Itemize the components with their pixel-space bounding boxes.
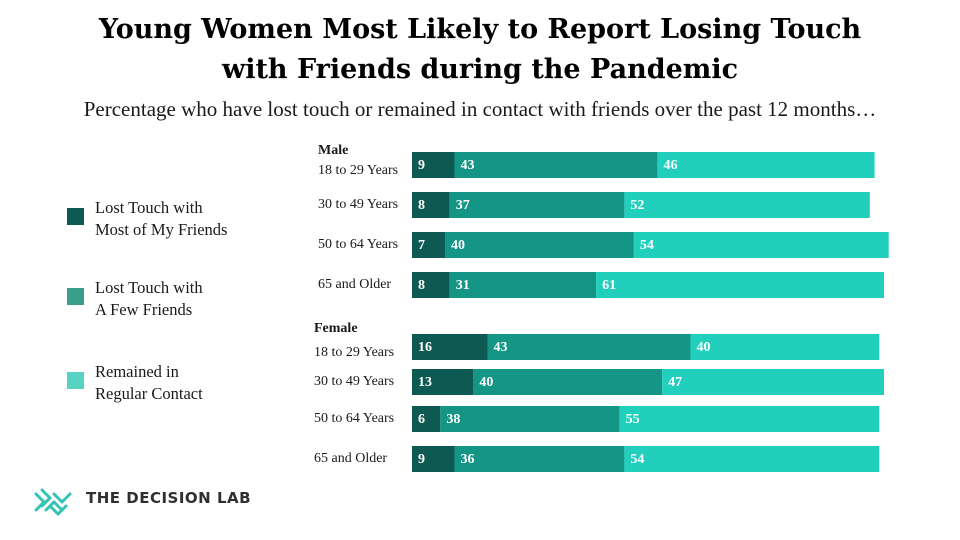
logo-stroke xyxy=(52,500,64,512)
bar-segment-lost-few xyxy=(473,369,663,395)
row-label: 18 to 29 Years xyxy=(314,345,394,360)
chart-title: Young Women Most Likely to Report Losing… xyxy=(0,10,960,90)
logo-stroke xyxy=(44,500,56,512)
data-label: 40 xyxy=(696,340,710,355)
data-label: 52 xyxy=(630,198,644,213)
data-label: 54 xyxy=(640,238,654,253)
brand-logo-icon xyxy=(34,488,72,516)
legend-swatch-lost-few xyxy=(67,288,84,305)
chart-title-line-1: Young Women Most Likely to Report Losing… xyxy=(98,14,862,45)
legend-label-lost-most: Lost Touch with Most of My Friends xyxy=(95,197,285,241)
data-label: 54 xyxy=(630,452,644,467)
bar-segment-regular xyxy=(596,272,884,298)
data-label: 38 xyxy=(446,412,460,427)
bar-segment-lost-most xyxy=(412,406,441,432)
bar-segment-regular xyxy=(619,406,880,432)
brand-name: THE DECISION LAB xyxy=(86,489,252,507)
bar-segment-lost-most xyxy=(412,334,488,360)
data-label: 37 xyxy=(456,198,470,213)
bar-segment-regular xyxy=(657,152,875,178)
bar-segment-lost-most xyxy=(412,232,446,258)
logo-stroke xyxy=(40,496,52,508)
data-label: 8 xyxy=(418,198,425,213)
logo-stroke xyxy=(40,488,52,500)
legend-swatch-regular xyxy=(67,372,84,389)
legend-label-lost-few: Lost Touch with A Few Friends xyxy=(95,277,285,321)
row-label: 65 and Older xyxy=(318,277,391,292)
bar-segment-regular xyxy=(624,192,870,218)
bar-segment-lost-most xyxy=(412,369,474,395)
bar-segment-lost-most xyxy=(412,152,455,178)
chart-title-line-2: with Friends during the Pandemic xyxy=(221,54,739,85)
brand-logo: THE DECISION LAB xyxy=(32,486,251,516)
data-label: 43 xyxy=(460,158,474,173)
data-label: 40 xyxy=(479,375,493,390)
legend-label-line: A Few Friends xyxy=(95,300,193,319)
legend-label-regular: Remained in Regular Contact xyxy=(95,361,285,405)
data-label: 46 xyxy=(663,158,677,173)
chart-subtitle: Percentage who have lost touch or remain… xyxy=(83,97,877,121)
bar-segment-lost-few xyxy=(487,334,691,360)
data-label: 36 xyxy=(460,452,474,467)
logo-stroke xyxy=(48,504,60,516)
bar-segment-regular xyxy=(662,369,884,395)
bar-segment-lost-most xyxy=(412,272,450,298)
bar-segment-lost-few xyxy=(445,232,634,258)
logo-stroke xyxy=(34,492,46,504)
bar-segment-lost-few xyxy=(440,406,620,432)
bar-segment-lost-few xyxy=(454,152,658,178)
row-label: 50 to 64 Years xyxy=(314,411,394,426)
row-label: 30 to 49 Years xyxy=(314,374,394,389)
legend-label-line: Lost Touch with xyxy=(95,198,203,217)
logo-stroke xyxy=(60,492,72,504)
legend-label-line: Most of My Friends xyxy=(95,220,228,239)
legend-label-line: Lost Touch with xyxy=(95,278,203,297)
data-label: 6 xyxy=(418,412,425,427)
data-label: 43 xyxy=(494,340,508,355)
bar-segment-lost-most xyxy=(412,446,455,472)
data-label: 31 xyxy=(456,278,470,293)
data-label: 16 xyxy=(418,340,432,355)
bar-segment-regular xyxy=(690,334,880,360)
group-label-male: Male xyxy=(318,143,348,158)
data-label: 13 xyxy=(418,375,432,390)
bar-segment-lost-most xyxy=(412,192,450,218)
legend-swatch-lost-most xyxy=(67,208,84,225)
bar-segment-lost-few xyxy=(449,272,597,298)
data-label: 55 xyxy=(626,412,640,427)
data-label: 7 xyxy=(418,238,425,253)
bar-segment-lost-few xyxy=(454,446,625,472)
legend-label-line: Regular Contact xyxy=(95,384,203,403)
logo-stroke xyxy=(52,492,64,504)
data-label: 8 xyxy=(418,278,425,293)
row-label: 65 and Older xyxy=(314,451,387,466)
row-label: 30 to 49 Years xyxy=(318,197,398,212)
bar-segment-regular xyxy=(633,232,889,258)
row-label: 50 to 64 Years xyxy=(318,237,398,252)
group-label-female: Female xyxy=(314,321,358,336)
row-label: 18 to 29 Years xyxy=(318,163,398,178)
bar-segment-lost-few xyxy=(449,192,625,218)
data-label: 47 xyxy=(668,375,682,390)
data-label: 9 xyxy=(418,158,425,173)
data-label: 61 xyxy=(602,278,616,293)
data-label: 9 xyxy=(418,452,425,467)
legend-label-line: Remained in xyxy=(95,362,179,381)
bar-segment-regular xyxy=(624,446,880,472)
data-label: 40 xyxy=(451,238,465,253)
